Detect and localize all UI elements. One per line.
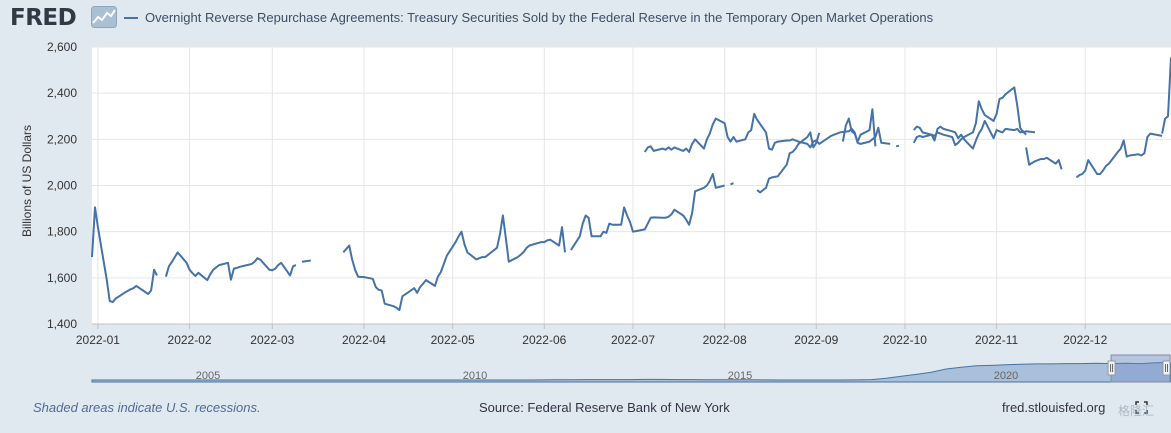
series-line-segment bbox=[756, 131, 821, 194]
fred-logo[interactable]: FRED bbox=[10, 5, 77, 31]
chart-area: 1,400 1,600 1,800 2,000 2,200 2,400 2,600 2022… bbox=[47, 40, 1171, 383]
series-line-segment bbox=[913, 119, 1027, 150]
series-line-segment bbox=[91, 206, 158, 304]
watermark-text: 格隆汇 bbox=[1118, 404, 1155, 418]
series-line-segment bbox=[301, 259, 311, 263]
series-line-segment bbox=[164, 251, 297, 282]
y-tick-label: 2,000 bbox=[47, 179, 77, 193]
series-line-segment bbox=[1161, 57, 1171, 134]
x-tick-label: 2022-04 bbox=[342, 333, 386, 347]
y-tick-label: 1,400 bbox=[47, 317, 77, 331]
y-axis-ticks: 1,400 1,600 1,800 2,000 2,200 2,400 2,600 bbox=[47, 40, 77, 331]
series-line-segment bbox=[570, 173, 725, 251]
series-line-segment bbox=[912, 86, 1036, 147]
navigator-year-label: 2010 bbox=[463, 370, 487, 382]
x-tick-label: 2022-01 bbox=[76, 333, 120, 347]
x-tick-label: 2022-05 bbox=[431, 333, 475, 347]
legend-line-swatch bbox=[124, 17, 138, 19]
x-tick-label: 2022-12 bbox=[1063, 333, 1107, 347]
navigator-year-label: 2015 bbox=[728, 370, 752, 382]
y-tick-label: 2,600 bbox=[47, 40, 77, 54]
series-line-segment bbox=[1075, 132, 1163, 179]
x-tick-label: 2022-06 bbox=[522, 333, 566, 347]
fred-graph-icon bbox=[91, 6, 117, 28]
grid-lines bbox=[92, 46, 1171, 325]
x-axis-ticks: 2022-01 2022-02 2022-03 2022-04 2022-05 2022-… bbox=[76, 323, 1171, 347]
navigator-year-label: 2020 bbox=[994, 370, 1018, 382]
series-line-segment bbox=[895, 144, 900, 148]
series-line-segment bbox=[342, 214, 566, 312]
x-tick-label: 2022-03 bbox=[250, 333, 294, 347]
navigator-handle bbox=[1162, 360, 1171, 376]
recession-note: Shaded areas indicate U.S. recessions. bbox=[33, 400, 261, 415]
series-line-segment bbox=[1025, 147, 1063, 170]
series-line-segment bbox=[643, 112, 891, 153]
data-series bbox=[91, 57, 1171, 312]
chart-title: Overnight Reverse Repurchase Agreements:… bbox=[145, 10, 934, 25]
y-tick-label: 2,400 bbox=[47, 86, 77, 100]
navigator-handle bbox=[1107, 360, 1116, 376]
fullscreen-icon[interactable] bbox=[1135, 401, 1148, 414]
y-tick-label: 2,200 bbox=[47, 132, 77, 146]
x-tick-label: 2022-09 bbox=[794, 333, 838, 347]
series-line-segment bbox=[730, 182, 734, 186]
source-text: Source: Federal Reserve Bank of New York bbox=[479, 400, 730, 415]
y-tick-label: 1,800 bbox=[47, 225, 77, 239]
fred-site-link[interactable]: fred.stlouisfed.org bbox=[1002, 400, 1106, 415]
chart-header: FRED Overnight Reverse Repurchase Agreem… bbox=[0, 0, 1171, 36]
navigator-area bbox=[91, 361, 1171, 383]
range-navigator[interactable]: 2005 2010 2015 2020 bbox=[91, 354, 1171, 383]
y-tick-label: 1,600 bbox=[47, 271, 77, 285]
x-tick-label: 2022-11 bbox=[975, 333, 1018, 347]
x-tick-label: 2022-02 bbox=[168, 333, 212, 347]
x-tick-label: 2022-08 bbox=[703, 333, 747, 347]
x-tick-label: 2022-10 bbox=[883, 333, 927, 347]
navigator-year-label: 2005 bbox=[196, 370, 220, 382]
x-tick-label: 2022-07 bbox=[611, 333, 655, 347]
navigator-selection bbox=[1110, 354, 1171, 383]
